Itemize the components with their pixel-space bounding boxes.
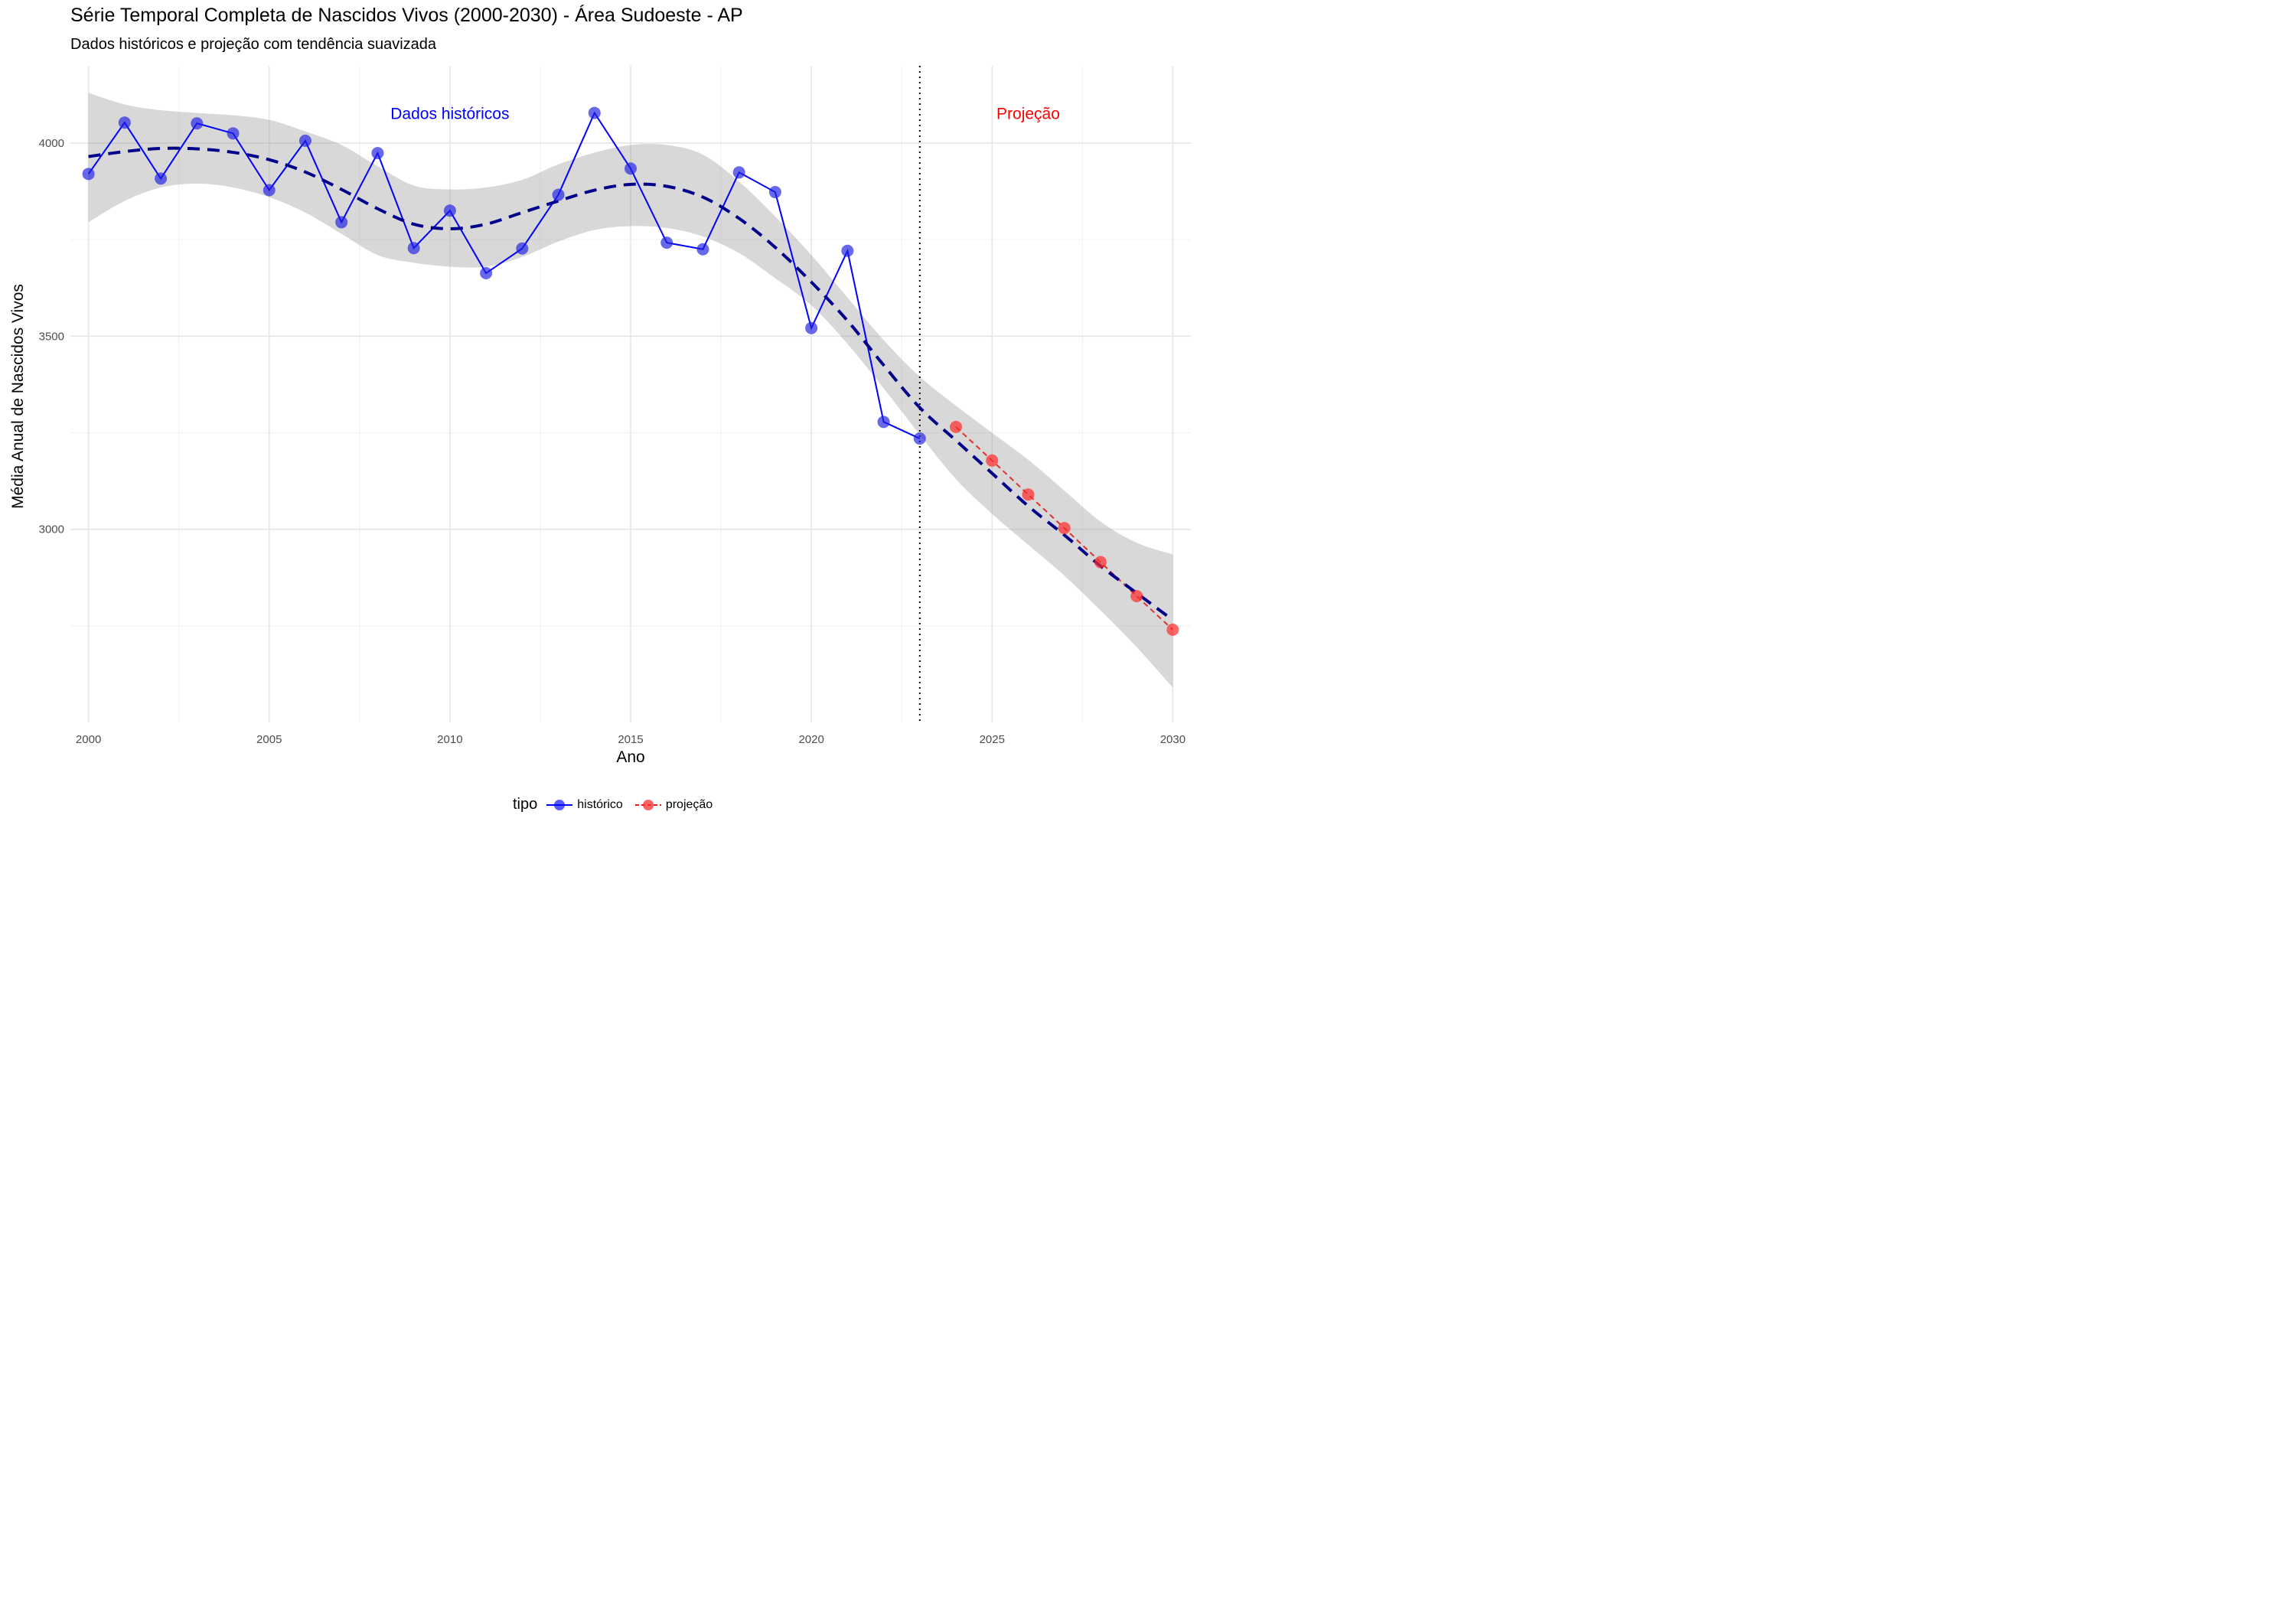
y-axis-label: Média Anual de Nascidos Vivos bbox=[9, 284, 27, 509]
legend-label-historico: histórico bbox=[577, 797, 623, 811]
series-points bbox=[82, 106, 1179, 636]
data-point-historico bbox=[696, 243, 709, 256]
x-tick-label: 2010 bbox=[437, 733, 462, 746]
x-tick-label: 2005 bbox=[256, 733, 282, 746]
legend-title: tipo bbox=[513, 796, 538, 813]
data-point-historico bbox=[480, 267, 493, 280]
data-point-historico bbox=[625, 162, 637, 175]
chart-plot: Dados históricos Projeção 2000 2005 2010 201… bbox=[9, 66, 1191, 766]
series-line-historico bbox=[87, 111, 921, 439]
data-point-historico bbox=[588, 106, 601, 119]
data-point-historico bbox=[516, 242, 529, 255]
data-point-historico bbox=[841, 244, 854, 257]
confidence-band-area bbox=[88, 93, 1173, 688]
x-tick-label: 2015 bbox=[618, 733, 643, 746]
data-point-projecao bbox=[1166, 623, 1179, 636]
data-point-projecao bbox=[1022, 488, 1035, 501]
data-point-historico bbox=[191, 117, 204, 130]
data-point-historico bbox=[877, 416, 890, 429]
data-point-historico bbox=[335, 216, 348, 229]
data-point-historico bbox=[155, 172, 168, 185]
data-point-projecao bbox=[986, 454, 999, 467]
data-point-projecao bbox=[950, 420, 963, 433]
data-point-historico bbox=[298, 134, 311, 147]
data-point-historico bbox=[805, 321, 818, 334]
data-point-historico bbox=[660, 236, 673, 249]
trend-line-path bbox=[88, 146, 1174, 621]
data-point-projecao bbox=[1058, 522, 1071, 535]
chart-title: Série Temporal Completa de Nascidos Vivo… bbox=[70, 5, 743, 26]
axis-ticks: 2000 2005 2010 2015 2020 2025 2030 3000 3500 4000 bbox=[39, 137, 1186, 746]
annotation-historico: Dados históricos bbox=[390, 106, 509, 123]
confidence-band bbox=[88, 93, 1173, 688]
trend-line bbox=[88, 146, 1174, 621]
data-point-historico bbox=[263, 184, 276, 197]
data-point-historico bbox=[732, 166, 745, 179]
legend-item-historico: histórico bbox=[546, 797, 623, 813]
chart-subtitle: Dados históricos e projeção com tendênci… bbox=[70, 36, 437, 53]
x-tick-label: 2020 bbox=[798, 733, 823, 746]
legend-key-historico bbox=[546, 799, 573, 810]
x-tick-label: 2025 bbox=[980, 733, 1005, 746]
y-tick-label: 3000 bbox=[39, 523, 64, 536]
y-tick-label: 3500 bbox=[39, 330, 64, 343]
y-tick-label: 4000 bbox=[39, 137, 64, 150]
x-tick-label: 2000 bbox=[76, 733, 101, 746]
x-tick-label: 2030 bbox=[1160, 733, 1186, 746]
data-point-projecao bbox=[1094, 556, 1107, 569]
data-point-historico bbox=[227, 127, 240, 140]
data-point-historico bbox=[82, 168, 95, 181]
legend: tipo histórico projeção bbox=[513, 796, 725, 813]
legend-label-projecao: projeção bbox=[665, 797, 713, 811]
x-axis-label: Ano bbox=[616, 748, 644, 766]
legend-key-projecao bbox=[634, 799, 661, 810]
data-point-historico bbox=[768, 186, 781, 199]
data-point-historico bbox=[407, 242, 420, 255]
data-point-historico bbox=[118, 116, 131, 129]
data-point-historico bbox=[913, 432, 926, 445]
data-point-projecao bbox=[1130, 589, 1143, 602]
annotation-projecao: Projeção bbox=[996, 106, 1060, 123]
legend-item-projecao: projeção bbox=[634, 797, 713, 813]
data-point-historico bbox=[371, 147, 384, 160]
data-point-historico bbox=[443, 204, 456, 217]
annotations: Dados históricos Projeção bbox=[390, 106, 1060, 123]
data-point-historico bbox=[552, 188, 565, 201]
